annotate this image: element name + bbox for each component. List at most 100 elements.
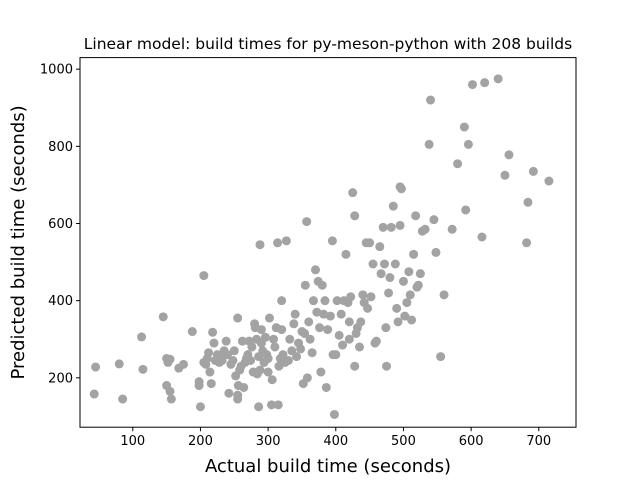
data-point [89,389,99,399]
data-point [480,78,490,88]
chart-title: Linear model: build times for py-meson-p… [84,35,572,53]
plot-frame [79,57,577,428]
data-point [255,240,265,250]
data-point [366,292,376,302]
data-point [331,350,341,360]
data-point [264,313,274,323]
data-point [467,80,477,90]
data-point [267,375,277,385]
data-point [308,296,318,306]
data-point [223,350,233,360]
x-axis-ticks: 100 200 300 400 500 600 700 [120,427,551,449]
data-point [398,276,408,286]
data-point [302,373,312,383]
data-point [317,280,327,290]
x-axis-label: Actual build time (seconds) [205,456,451,477]
data-point [500,170,510,180]
data-point [233,394,243,404]
data-point [118,394,128,404]
y-tick-label: 1000 [40,63,73,78]
data-point [229,346,239,356]
y-axis-ticks: 200 400 600 800 1000 [40,63,80,386]
data-point [350,211,360,221]
data-point [281,236,291,246]
data-point [273,400,283,410]
data-point [315,323,325,333]
data-point [363,303,373,313]
data-point [228,355,238,365]
data-point [439,290,449,300]
data-point [477,232,487,242]
y-tick-label: 800 [48,140,73,155]
data-point [296,344,306,354]
data-point [247,342,257,352]
data-point [459,122,469,132]
data-point [166,394,176,404]
x-tick-label: 500 [391,434,416,449]
data-point [209,338,219,348]
data-point [493,74,503,84]
x-tick-label: 300 [256,434,281,449]
data-point [277,325,287,335]
data-point [307,348,317,358]
data-point [158,312,168,322]
data-point [395,220,405,230]
y-axis-label: Predicted build time (seconds) [8,105,29,379]
data-point [447,224,457,234]
data-point [336,309,346,319]
data-point [269,334,279,344]
data-point [316,367,326,377]
data-point [319,309,329,319]
data-point [523,197,533,207]
data-point [380,259,390,269]
data-point [254,402,264,412]
data-point [325,311,335,321]
data-point [463,139,473,149]
data-point [283,355,293,365]
data-point [407,315,417,325]
data-point [289,319,299,329]
data-point [256,325,266,335]
data-point [323,325,333,335]
data-point [344,334,354,344]
data-point [273,238,283,248]
data-point [310,265,320,275]
data-point [237,336,247,346]
data-point [375,242,385,252]
data-point [382,361,392,371]
data-point [221,336,231,346]
data-point [396,184,406,194]
data-point [224,388,234,398]
data-point [378,222,388,232]
data-point [405,290,415,300]
data-point [365,238,375,248]
data-point [233,313,243,323]
data-point [461,205,471,215]
data-point [321,382,331,392]
data-point [436,352,446,362]
data-point [300,280,310,290]
data-point [305,334,315,344]
data-point [205,367,215,377]
data-point [385,273,395,283]
data-point [388,201,398,211]
data-point [386,222,396,232]
x-tick-label: 100 [120,434,145,449]
data-point [246,355,256,365]
data-point [300,328,310,338]
data-point [187,327,197,337]
data-point [404,267,414,277]
data-point [260,332,270,342]
data-point [270,342,280,352]
y-tick-label: 200 [48,371,73,386]
data-point [332,296,342,306]
data-point [302,217,312,227]
data-point [285,334,295,344]
data-point [199,271,209,281]
y-tick-label: 600 [48,217,73,232]
data-point [400,311,410,321]
data-point [179,359,189,369]
data-point [504,150,514,160]
x-tick-label: 400 [323,434,348,449]
data-point [431,247,441,257]
